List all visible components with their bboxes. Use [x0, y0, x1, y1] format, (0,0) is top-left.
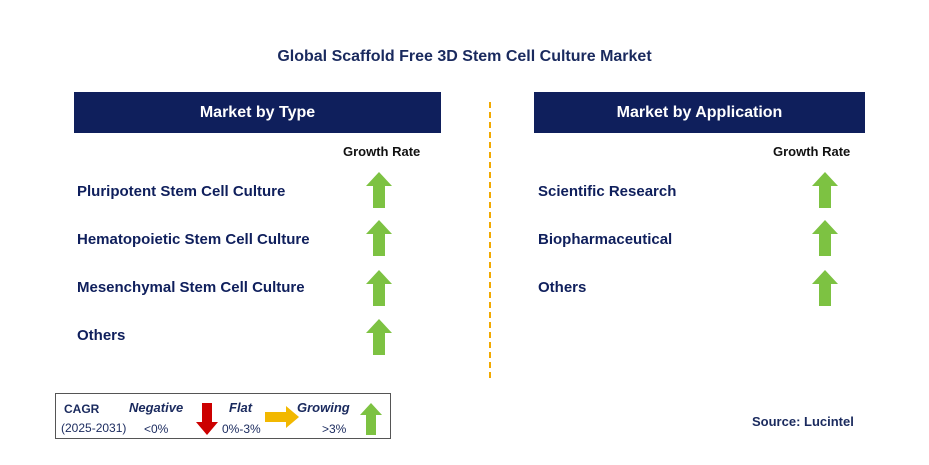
- type-label-others: Others: [77, 327, 126, 344]
- type-label-hematopoietic: Hematopoietic Stem Cell Culture: [77, 231, 310, 248]
- growing-arrow-icon: [360, 403, 382, 435]
- right-growth-rate-label: Growth Rate: [773, 144, 851, 159]
- chart-title: Global Scaffold Free 3D Stem Cell Cultur…: [277, 48, 652, 65]
- growing-arrow-icon: [366, 270, 392, 306]
- market-by-application-header: Market by Application: [534, 92, 865, 133]
- growing-arrow-icon: [366, 220, 392, 256]
- legend-period: (2025-2031): [61, 421, 127, 435]
- flat-arrow-icon: [265, 406, 299, 428]
- market-by-type-header: Market by Type: [74, 92, 441, 133]
- legend-cagr-label: CAGR: [64, 402, 100, 416]
- type-label-pluripotent: Pluripotent Stem Cell Culture: [77, 183, 286, 200]
- source-note: Source: Lucintel: [752, 414, 854, 429]
- panel-divider: [489, 102, 491, 378]
- negative-arrow-icon: [196, 403, 218, 435]
- legend-flat-range: 0%-3%: [222, 422, 261, 436]
- left-growth-rate-label: Growth Rate: [343, 144, 421, 159]
- application-label-others: Others: [538, 279, 587, 296]
- application-label-scientific-research: Scientific Research: [538, 183, 677, 200]
- growing-arrow-icon: [812, 220, 838, 256]
- cagr-legend: CAGR (2025-2031) Negative <0% Flat 0%-3%…: [55, 393, 391, 439]
- legend-flat-label: Flat: [229, 400, 253, 415]
- legend-negative-label: Negative: [129, 400, 184, 415]
- growing-arrow-icon: [812, 270, 838, 306]
- application-label-biopharmaceutical: Biopharmaceutical: [538, 231, 673, 248]
- legend-growing-label: Growing: [297, 400, 350, 415]
- legend-growing-range: >3%: [322, 422, 347, 436]
- legend-negative-range: <0%: [144, 422, 169, 436]
- growing-arrow-icon: [812, 172, 838, 208]
- growing-arrow-icon: [366, 172, 392, 208]
- type-label-mesenchymal: Mesenchymal Stem Cell Culture: [77, 279, 305, 296]
- growing-arrow-icon: [366, 319, 392, 355]
